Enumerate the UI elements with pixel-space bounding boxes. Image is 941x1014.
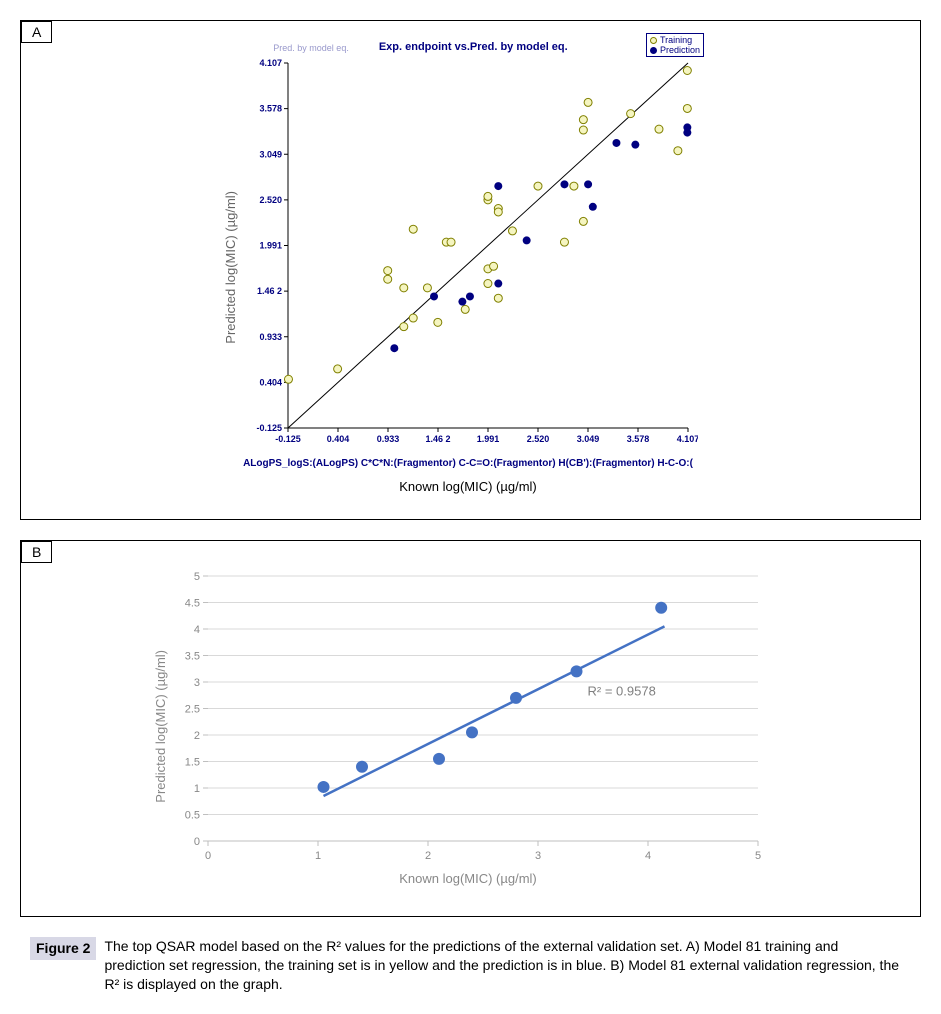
svg-text:2.520: 2.520 — [527, 434, 550, 444]
svg-text:3.5: 3.5 — [185, 651, 200, 663]
chart-a-ylabel: Predicted log(MIC) (µg/ml) — [223, 191, 238, 344]
legend-item-training: Training — [650, 35, 700, 45]
svg-text:1.991: 1.991 — [477, 434, 500, 444]
svg-text:1: 1 — [315, 850, 321, 862]
figure-badge: Figure 2 — [30, 937, 96, 960]
svg-text:4: 4 — [645, 850, 651, 862]
chart-b-svg: 0 1 2 3 4 5 0 0.5 1 1.5 2 2.5 3 3.5 4 4.5 5 R² = 0.9578 — [168, 566, 768, 866]
svg-text:2: 2 — [425, 850, 431, 862]
svg-text:4.107: 4.107 — [259, 58, 282, 68]
svg-text:4: 4 — [194, 624, 200, 636]
svg-text:0: 0 — [194, 836, 200, 848]
svg-text:5: 5 — [755, 850, 761, 862]
svg-text:2: 2 — [194, 730, 200, 742]
legend-label-prediction: Prediction — [660, 45, 700, 55]
svg-text:0: 0 — [205, 850, 211, 862]
svg-text:3.578: 3.578 — [259, 104, 282, 114]
svg-text:0.933: 0.933 — [377, 434, 400, 444]
svg-text:3: 3 — [535, 850, 541, 862]
chart-b-body: 0 1 2 3 4 5 0 0.5 1 1.5 2 2.5 3 3.5 4 4.5 5 R² = 0.9578 K… — [168, 566, 768, 886]
svg-text:2.520: 2.520 — [259, 195, 282, 205]
svg-text:-0.125: -0.125 — [256, 423, 282, 433]
svg-text:1.5: 1.5 — [185, 757, 200, 769]
chart-a-title: Exp. endpoint vs.Pred. by model eq. — [379, 41, 568, 53]
svg-text:5: 5 — [194, 571, 200, 583]
legend-marker-prediction — [650, 47, 657, 54]
svg-text:3: 3 — [194, 677, 200, 689]
chart-b-container: Predicted log(MIC) (µg/ml) 0 1 2 3 4 5 0 0.5 1 1.… — [31, 556, 910, 896]
legend-marker-training — [650, 37, 657, 44]
chart-a-container: Predicted log(MIC) (µg/ml) Pred. by mode… — [31, 31, 910, 504]
chart-a-header: Pred. by model eq. Exp. endpoint vs.Pred… — [238, 41, 698, 53]
chart-a-descriptors: ALogPS_logS:(ALogPS) C*C*N:(Fragmentor) … — [238, 458, 698, 469]
svg-text:4.107: 4.107 — [677, 434, 698, 444]
panel-a-label: A — [21, 21, 52, 43]
svg-text:0.5: 0.5 — [185, 810, 200, 822]
svg-text:1.46 2: 1.46 2 — [425, 434, 450, 444]
svg-text:0.404: 0.404 — [259, 377, 282, 387]
legend-label-training: Training — [660, 35, 692, 45]
svg-text:3.578: 3.578 — [627, 434, 650, 444]
chart-b-ylabel: Predicted log(MIC) (µg/ml) — [153, 650, 168, 803]
svg-text:3.049: 3.049 — [577, 434, 600, 444]
legend-item-prediction: Prediction — [650, 45, 700, 55]
chart-a-svg: -0.125-0.125 0.404 0.404 0.933 0.933 1.46 2 1.… — [238, 53, 698, 453]
figure-caption-text: The top QSAR model based on the R² value… — [104, 937, 900, 994]
svg-text:3.049: 3.049 — [259, 149, 282, 159]
svg-text:2.5: 2.5 — [185, 704, 200, 716]
panel-b: B Predicted log(MIC) (µg/ml) 0 1 2 3 4 5 0 0.5 1… — [20, 540, 921, 917]
chart-b-xlabel: Known log(MIC) (µg/ml) — [399, 871, 537, 886]
chart-a-xlabel: Known log(MIC) (µg/ml) — [399, 479, 537, 494]
svg-text:4.5: 4.5 — [185, 598, 200, 610]
svg-text:-0.125: -0.125 — [275, 434, 301, 444]
chart-a-legend: Training Prediction — [646, 33, 704, 57]
svg-text:0.933: 0.933 — [259, 332, 282, 342]
chart-a-plot-wrap: Training Prediction -0.125-0.1250.4040.4… — [238, 53, 698, 458]
svg-text:0.404: 0.404 — [327, 434, 350, 444]
figure-caption: Figure 2 The top QSAR model based on the… — [20, 937, 900, 994]
chart-a-predlabel: Pred. by model eq. — [273, 43, 349, 53]
svg-text:1.991: 1.991 — [259, 241, 282, 251]
chart-a-body: Pred. by model eq. Exp. endpoint vs.Pred… — [238, 41, 698, 494]
svg-text:1.46 2: 1.46 2 — [257, 286, 282, 296]
svg-text:R² = 0.9578: R² = 0.9578 — [588, 683, 656, 698]
svg-text:1: 1 — [194, 783, 200, 795]
panel-b-label: B — [21, 541, 52, 563]
panel-a: A Predicted log(MIC) (µg/ml) Pred. by mo… — [20, 20, 921, 520]
